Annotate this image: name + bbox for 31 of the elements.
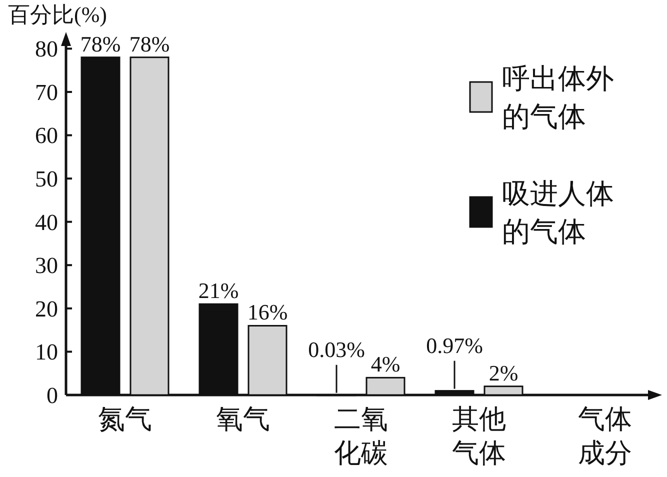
bar [366, 376, 406, 396]
bar [80, 56, 120, 396]
x-tick-label: 其他气体 [452, 404, 506, 468]
data-label: 16% [247, 300, 288, 325]
y-tick-label: 10 [35, 340, 58, 365]
y-tick-label: 80 [35, 36, 58, 62]
x-tick-label: 氮气 [98, 404, 152, 434]
y-tick-label: 60 [35, 123, 58, 148]
y-tick-label: 0 [46, 383, 58, 408]
bar [130, 56, 170, 396]
data-label: 21% [198, 278, 239, 304]
bar [484, 386, 524, 396]
data-label: 78% [80, 31, 121, 56]
data-label: 78% [129, 31, 170, 56]
x-axis-title: 气体成分 [578, 404, 632, 468]
legend-label: 吸进人体的气体 [502, 179, 614, 248]
data-label: 4% [370, 352, 400, 377]
y-tick-label: 20 [35, 296, 58, 322]
x-tick-label: 二氧化碳 [334, 404, 388, 468]
y-tick-label: 40 [35, 210, 58, 235]
legend-label: 呼出体外的气体 [502, 64, 614, 133]
y-axis-title: 百分比(%) [8, 2, 107, 27]
data-label: 0.97% [426, 332, 483, 358]
y-tick-label: 30 [35, 253, 58, 278]
x-tick-label: 氧气 [216, 404, 270, 434]
y-tick-label: 50 [35, 166, 58, 192]
data-label: 0.03% [308, 336, 365, 362]
bar [248, 324, 288, 396]
data-label: 2% [488, 360, 518, 386]
bar [198, 303, 238, 396]
y-tick-label: 70 [35, 80, 58, 105]
